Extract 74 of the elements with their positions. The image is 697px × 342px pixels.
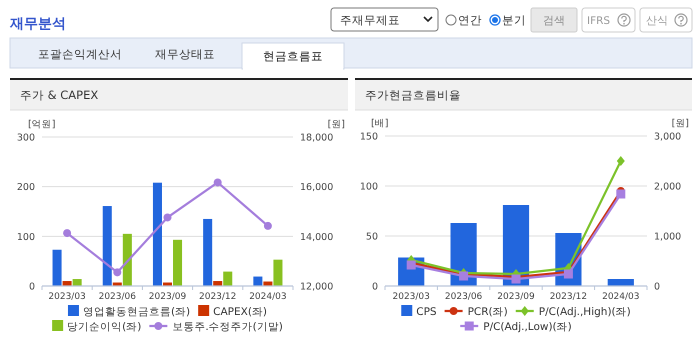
text: 산식 [646,14,668,27]
x-tick-label: 2023/06 [98,292,136,302]
x-tick-label: 2023/09 [497,292,535,302]
y2-tick-label: 14,000 [300,232,334,243]
point [113,268,122,276]
x-tick-label: 2023/09 [148,292,186,302]
x-tick-label: 2023/03 [48,292,86,302]
text: 현금흐름표 [263,49,323,63]
text: 검색 [543,14,565,27]
text: 분기 [502,13,526,27]
legend-label: P/C(Adj.,High)(좌) [538,306,631,318]
legend-label: P/C(Adj.,Low)(좌) [483,321,572,333]
text: 포괄손익계산서 [38,47,122,61]
bar [223,272,232,286]
y-tick-label: 150 [360,132,378,142]
y2-tick-label: 2,000 [654,182,682,192]
y-tick-label: 100 [360,182,378,192]
point [616,156,625,166]
text: IFRS [587,15,610,27]
y-tick-label: 50 [366,232,378,242]
bar [253,276,262,286]
legend-label: 보통주.수정주가(기말) [172,321,283,333]
text: 재무상태표 [155,47,215,61]
y-tick-label: 300 [16,132,35,144]
y2-tick-label: 18,000 [300,132,334,144]
legend-label: 영업활동현금흐름(좌) [82,306,190,318]
legend-label: CPS [416,306,437,318]
point [616,190,626,198]
point [264,222,272,230]
bar [122,234,132,286]
y2-axis-title: [원] [328,119,345,130]
y2-tick-label: 16,000 [300,182,334,194]
text: 주재무제표 [340,13,400,27]
chart-title: 주가 & CAPEX [20,88,98,102]
y-tick-label: 0 [28,282,35,292]
y-axis-title: [억원] [28,119,56,130]
bar [608,279,634,286]
bar [173,240,182,286]
legend-label: CAPEX(좌) [213,306,268,318]
y2-tick-label: 12,000 [300,282,334,292]
point [564,270,573,278]
y2-axis-title: [원] [672,118,689,129]
bar [102,206,112,286]
bar [213,281,222,286]
point [512,274,520,284]
x-tick-label: 2024/03 [249,292,287,302]
y-tick-label: 0 [372,282,378,292]
text: 연간 [458,13,482,27]
x-tick-label: 2023/12 [199,292,236,302]
y-tick-label: 100 [16,232,35,243]
y-axis-title: [배] [371,118,388,129]
y-tick-label: 200 [16,182,35,194]
x-tick-label: 2024/03 [602,292,640,302]
text: 재무분석 [9,16,66,32]
point [459,272,468,280]
point [406,260,416,270]
legend-label: PCR(좌) [468,306,508,318]
bar [152,182,162,286]
x-tick-label: 2023/06 [444,292,483,302]
legend-label: 당기순이익(좌) [67,321,142,333]
point [63,229,72,238]
bar [203,218,212,286]
point [164,213,172,222]
bar [62,281,72,286]
x-tick-label: 2023/12 [550,292,588,302]
bar [273,260,282,286]
bar [52,250,62,286]
y2-tick-label: 0 [654,282,660,292]
x-tick-label: 2023/03 [392,292,430,302]
point [214,178,222,186]
y2-tick-label: 3,000 [654,132,682,142]
y2-tick-label: 1,000 [654,232,682,242]
chart-title: 주가현금흐름비율 [365,88,461,102]
bar [72,279,82,286]
